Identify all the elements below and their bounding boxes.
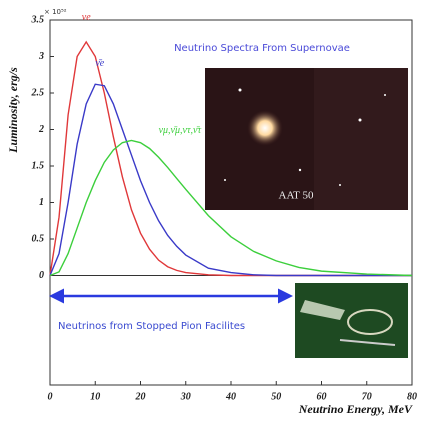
y-tick-label: 0 [39,270,44,281]
x-tick-label: 50 [271,391,281,402]
x-tick-label: 80 [407,391,417,402]
x-tick-label: 0 [48,391,53,402]
annotation: Neutrinos from Stopped Pion Facilites [58,321,245,332]
x-tick-label: 70 [362,391,372,402]
y-tick-label: 2.5 [31,87,45,98]
facility-photo [295,283,408,358]
y-tick-label: 1.5 [32,160,45,171]
y-axis-label: Luminosity, erg/s [6,67,20,154]
y-tick-label: 3.5 [31,14,45,25]
supernova-photo: AAT 50 [205,68,408,210]
series-label: νμ,ν̄μ,ντ,ν̄τ [159,125,202,136]
x-tick-label: 40 [225,391,236,402]
series-line [49,139,413,277]
x-tick-label: 10 [90,391,100,402]
y-tick-label: 1 [39,197,44,208]
y-multiplier: × 10⁵² [44,8,67,16]
series-line [49,83,412,277]
y-tick-label: 2 [38,124,44,135]
x-axis-label: Neutrino Energy, MeV [298,402,413,416]
image-caption: AAT 50 [279,190,314,202]
chart-title: Neutrino Spectra From Supernovae [174,43,350,54]
series-label: ν̄e [95,58,104,69]
y-tick-label: 0.5 [32,233,45,244]
x-tick-label: 20 [135,391,146,402]
series-label: νe [82,12,91,23]
x-tick-label: 60 [317,391,327,402]
x-tick-label: 30 [180,391,191,402]
y-tick-label: 3 [38,51,44,62]
